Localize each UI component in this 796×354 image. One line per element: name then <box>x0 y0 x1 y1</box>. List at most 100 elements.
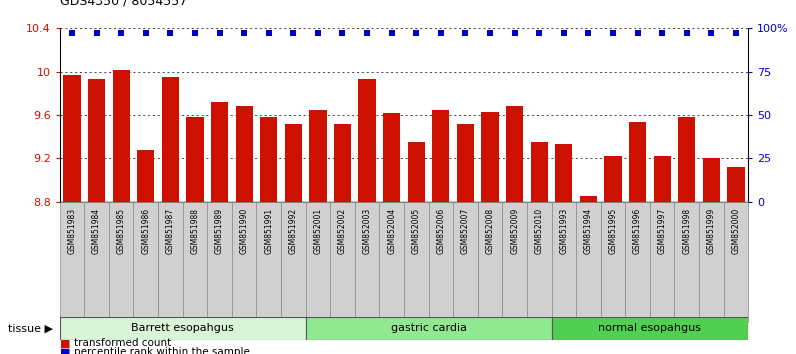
Bar <box>601 202 626 322</box>
Bar <box>134 202 158 322</box>
Point <box>213 30 226 35</box>
Text: GSM851990: GSM851990 <box>240 208 248 254</box>
Point <box>656 30 669 35</box>
Point <box>705 30 718 35</box>
Point <box>90 30 103 35</box>
Text: GSM851989: GSM851989 <box>215 208 224 254</box>
Point <box>435 30 447 35</box>
Bar <box>576 202 601 322</box>
Bar <box>310 110 326 202</box>
Bar <box>478 202 502 322</box>
Text: GSM851999: GSM851999 <box>707 208 716 254</box>
Bar <box>112 69 130 202</box>
Point <box>263 30 275 35</box>
Text: GSM852005: GSM852005 <box>412 208 421 254</box>
Bar <box>728 167 744 202</box>
Bar <box>555 144 572 202</box>
Text: GSM852002: GSM852002 <box>338 208 347 254</box>
Text: GDS4350 / 8054557: GDS4350 / 8054557 <box>60 0 187 7</box>
Text: GSM851985: GSM851985 <box>117 208 126 254</box>
Bar <box>380 202 404 322</box>
Bar <box>432 110 450 202</box>
Text: GSM851998: GSM851998 <box>682 208 691 254</box>
Text: GSM851987: GSM851987 <box>166 208 175 254</box>
Bar <box>626 202 650 322</box>
Bar <box>256 202 281 322</box>
Bar <box>650 202 674 322</box>
Text: GSM852010: GSM852010 <box>535 208 544 254</box>
Text: GSM852003: GSM852003 <box>363 208 372 254</box>
Point <box>631 30 644 35</box>
Bar <box>629 121 646 202</box>
Point <box>361 30 373 35</box>
Point <box>164 30 177 35</box>
Bar <box>404 202 428 322</box>
Bar <box>428 202 453 322</box>
Bar <box>453 202 478 322</box>
Bar <box>552 317 748 340</box>
Text: GSM852007: GSM852007 <box>461 208 470 254</box>
Text: GSM851993: GSM851993 <box>560 208 568 254</box>
Bar <box>699 202 724 322</box>
Bar <box>109 202 134 322</box>
Text: GSM851992: GSM851992 <box>289 208 298 254</box>
Bar <box>137 150 154 202</box>
Text: GSM852000: GSM852000 <box>732 208 740 254</box>
Point <box>287 30 299 35</box>
Text: percentile rank within the sample: percentile rank within the sample <box>74 347 250 354</box>
Text: tissue ▶: tissue ▶ <box>8 323 53 333</box>
Bar <box>531 142 548 202</box>
Point <box>410 30 423 35</box>
Bar <box>306 202 330 322</box>
Text: ■: ■ <box>60 338 70 348</box>
Text: GSM852001: GSM852001 <box>314 208 322 254</box>
Bar <box>182 202 207 322</box>
Bar <box>355 202 380 322</box>
Bar <box>457 124 474 202</box>
Bar <box>60 317 306 340</box>
Bar <box>207 202 232 322</box>
Bar <box>604 156 622 202</box>
Text: GSM852004: GSM852004 <box>387 208 396 254</box>
Bar <box>408 142 425 202</box>
Bar <box>88 79 105 202</box>
Text: GSM852009: GSM852009 <box>510 208 519 254</box>
Bar <box>358 79 376 202</box>
Text: transformed count: transformed count <box>74 338 171 348</box>
Bar <box>674 202 699 322</box>
Text: GSM851984: GSM851984 <box>92 208 101 254</box>
Bar <box>724 202 748 322</box>
Point <box>607 30 619 35</box>
Point <box>459 30 472 35</box>
Bar <box>64 75 80 202</box>
Bar <box>162 77 179 202</box>
Text: normal esopahgus: normal esopahgus <box>599 323 701 333</box>
Bar <box>552 202 576 322</box>
Bar <box>260 117 277 202</box>
Point <box>582 30 595 35</box>
Bar <box>158 202 182 322</box>
Bar <box>502 202 527 322</box>
Point <box>115 30 127 35</box>
Bar <box>527 202 552 322</box>
Text: GSM852006: GSM852006 <box>436 208 445 254</box>
Point <box>484 30 497 35</box>
Bar <box>60 202 84 322</box>
Text: GSM851991: GSM851991 <box>264 208 273 254</box>
Text: GSM851994: GSM851994 <box>584 208 593 254</box>
Text: GSM851983: GSM851983 <box>68 208 76 254</box>
Bar <box>211 102 228 202</box>
Text: ■: ■ <box>60 347 70 354</box>
Text: GSM851995: GSM851995 <box>608 208 618 254</box>
Bar <box>334 124 351 202</box>
Point <box>139 30 152 35</box>
Bar <box>236 107 253 202</box>
Point <box>681 30 693 35</box>
Bar <box>654 156 671 202</box>
Point <box>730 30 743 35</box>
Point <box>189 30 201 35</box>
Point <box>336 30 349 35</box>
Bar <box>281 202 306 322</box>
Bar <box>678 117 696 202</box>
Bar <box>306 317 552 340</box>
